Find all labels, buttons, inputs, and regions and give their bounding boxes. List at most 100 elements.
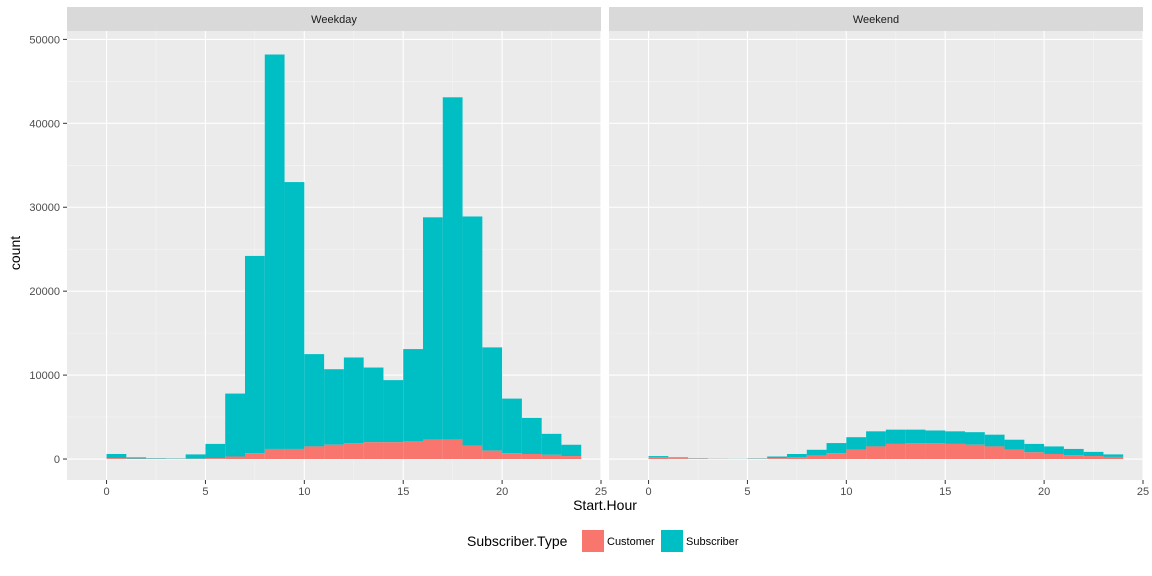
bar-subscriber-hour-23 (561, 444, 582, 457)
bar-customer-hour-14 (925, 443, 946, 460)
bar-customer-hour-18 (462, 445, 483, 460)
legend-label-subscriber: Subscriber (686, 536, 739, 548)
bar-customer-hour-0 (106, 458, 127, 460)
bar-subscriber-hour-22 (1083, 451, 1104, 457)
bar-customer-hour-6 (225, 456, 245, 460)
bar-customer-hour-7 (245, 453, 265, 460)
facet-strip-label: Weekend (853, 14, 899, 26)
y-axis-title: count (7, 236, 23, 270)
bar-customer-hour-11 (324, 444, 344, 460)
bar-customer-hour-17 (984, 446, 1005, 460)
bar-customer-hour-13 (905, 443, 926, 460)
bar-subscriber-hour-2 (146, 458, 166, 459)
bar-customer-hour-18 (1004, 449, 1025, 460)
legend: Subscriber.Type Customer Subscriber (467, 530, 739, 552)
bar-customer-hour-21 (1063, 455, 1084, 460)
y-tick-label: 10000 (29, 370, 60, 382)
bar-customer-hour-22 (541, 454, 562, 460)
bars (648, 429, 1124, 460)
x-tick-label: 5 (744, 486, 750, 498)
bar-customer-hour-7 (787, 457, 807, 460)
bar-subscriber-hour-6 (225, 393, 245, 457)
y-axis: 0 10000 20000 30000 40000 50000 (29, 34, 67, 466)
bar-subscriber-hour-7 (787, 453, 807, 458)
bar-subscriber-hour-8 (806, 449, 827, 456)
legend-key-subscriber (661, 530, 683, 552)
bar-subscriber-hour-8 (264, 54, 285, 449)
bar-subscriber-hour-12 (885, 429, 906, 444)
bar-subscriber-hour-17 (984, 434, 1005, 447)
bar-subscriber-hour-4 (185, 454, 206, 459)
x-tick-label: 0 (645, 486, 651, 498)
bar-customer-hour-16 (965, 444, 985, 460)
bar-subscriber-hour-10 (304, 354, 325, 447)
bar-customer-hour-10 (846, 449, 867, 460)
bar-subscriber-hour-1 (668, 457, 689, 459)
bar-subscriber-hour-23 (1103, 454, 1124, 457)
bar-customer-hour-12 (343, 443, 364, 460)
bar-customer-hour-9 (826, 453, 847, 460)
gridlines (609, 31, 1144, 480)
bar-customer-hour-21 (521, 453, 542, 460)
bar-customer-hour-6 (767, 458, 787, 460)
legend-title: Subscriber.Type (467, 533, 568, 549)
bar-customer-hour-22 (1083, 456, 1104, 460)
facet-strip (609, 7, 1143, 31)
x-tick-label: 25 (595, 486, 607, 498)
y-tick-label: 50000 (29, 34, 60, 46)
bar-customer-hour-16 (423, 439, 443, 460)
bar-subscriber-hour-9 (284, 182, 305, 449)
bar-customer-hour-11 (866, 446, 886, 460)
bar-subscriber-hour-15 (403, 349, 423, 442)
facet-panel-weekend: Weekend (609, 7, 1144, 480)
bar-customer-hour-23 (1103, 456, 1124, 460)
bar-subscriber-hour-15 (945, 431, 965, 444)
bar-customer-hour-12 (885, 443, 906, 460)
x-axis-weekend: 0 5 10 15 20 25 (645, 480, 1149, 498)
bar-subscriber-hour-0 (106, 453, 127, 459)
bar-subscriber-hour-18 (1004, 439, 1025, 450)
bar-subscriber-hour-5 (205, 443, 226, 459)
bar-subscriber-hour-16 (965, 432, 985, 445)
bar-subscriber-hour-10 (846, 437, 867, 450)
bar-subscriber-hour-22 (541, 433, 562, 455)
bar-customer-hour-20 (502, 453, 522, 460)
bar-customer-hour-19 (482, 450, 503, 460)
x-tick-label: 10 (840, 486, 852, 498)
legend-label-customer: Customer (607, 536, 655, 548)
bar-customer-hour-9 (284, 448, 305, 460)
x-tick-label: 25 (1137, 486, 1149, 498)
bar-subscriber-hour-16 (423, 217, 443, 440)
bar-customer-hour-8 (264, 448, 285, 460)
bar-subscriber-hour-1 (126, 457, 147, 459)
bar-subscriber-hour-20 (1044, 446, 1064, 454)
x-tick-label: 10 (298, 486, 310, 498)
bar-customer-hour-8 (806, 455, 827, 460)
bar-customer-hour-5 (205, 458, 226, 460)
bar-subscriber-hour-19 (1024, 443, 1045, 453)
x-tick-label: 15 (939, 486, 951, 498)
bar-customer-hour-15 (945, 443, 965, 460)
panel-background (609, 31, 1143, 480)
facet-strip (67, 7, 601, 31)
x-tick-label: 20 (496, 486, 508, 498)
bar-customer-hour-23 (561, 456, 582, 460)
bar-subscriber-hour-11 (324, 369, 344, 445)
bar-customer-hour-15 (403, 441, 423, 460)
x-tick-label: 0 (103, 486, 109, 498)
bar-subscriber-hour-13 (363, 367, 384, 443)
x-tick-label: 5 (202, 486, 208, 498)
y-tick-label: 30000 (29, 202, 60, 214)
bar-subscriber-hour-14 (383, 380, 404, 443)
bar-subscriber-hour-12 (343, 357, 364, 444)
facet-strip-label: Weekday (311, 14, 357, 26)
bar-subscriber-hour-19 (482, 347, 503, 451)
bar-customer-hour-19 (1024, 452, 1045, 460)
y-tick-label: 0 (54, 454, 60, 466)
bar-customer-hour-14 (383, 442, 404, 460)
bar-subscriber-hour-13 (905, 429, 926, 444)
facet-panel-weekday: Weekday (67, 7, 602, 480)
bar-subscriber-hour-6 (767, 456, 787, 459)
bar-subscriber-hour-9 (826, 443, 847, 454)
